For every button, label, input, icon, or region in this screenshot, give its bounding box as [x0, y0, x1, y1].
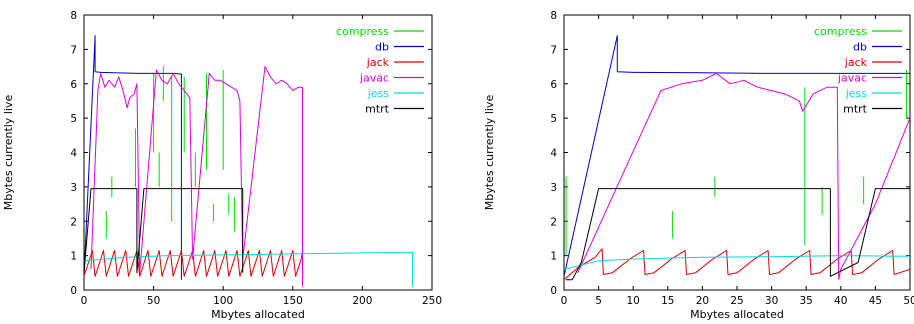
series-db-line [84, 35, 182, 280]
x-tick-label: 45 [869, 295, 882, 307]
y-tick-label: 2 [550, 216, 557, 228]
x-axis-label: Mbytes allocated [211, 308, 305, 321]
x-axis-label: Mbytes allocated [690, 308, 784, 321]
y-axis-label: Mbytes currently live [2, 95, 15, 211]
series-jess-line [564, 255, 910, 270]
x-tick-label: 10 [627, 295, 640, 307]
y-tick-label: 7 [550, 44, 557, 56]
series-javac-line [577, 72, 910, 281]
x-tick-label: 250 [422, 295, 442, 307]
legend-label: jack [844, 56, 868, 69]
series-mtrt-line [84, 188, 244, 274]
y-tick-label: 5 [70, 113, 77, 125]
legend-label: mtrt [365, 103, 390, 116]
y-tick-label: 1 [550, 251, 557, 263]
x-tick-label: 30 [765, 295, 778, 307]
legend-label: db [853, 41, 867, 54]
y-tick-label: 7 [70, 44, 77, 56]
y-tick-label: 1 [70, 251, 77, 263]
y-tick-label: 4 [70, 148, 77, 160]
y-tick-label: 6 [70, 79, 77, 91]
y-tick-label: 0 [550, 285, 557, 297]
x-tick-label: 0 [81, 295, 88, 307]
x-tick-label: 20 [696, 295, 709, 307]
legend-label: mtrt [843, 103, 868, 116]
series-javac-line [90, 66, 303, 287]
x-tick-label: 15 [661, 295, 674, 307]
x-tick-label: 0 [561, 295, 568, 307]
y-tick-label: 5 [550, 113, 557, 125]
y-tick-label: 0 [70, 285, 77, 297]
y-axis-label: Mbytes currently live [483, 95, 496, 211]
y-tick-label: 8 [550, 10, 557, 22]
legend-label: jack [366, 56, 390, 69]
series-jack-line [84, 250, 303, 284]
legend-label: jess [845, 87, 868, 100]
y-tick-label: 8 [70, 10, 77, 22]
series-jess-line [84, 251, 413, 287]
x-tick-label: 50 [147, 295, 160, 307]
x-tick-label: 150 [283, 295, 303, 307]
y-tick-label: 6 [550, 79, 557, 91]
y-tick-label: 4 [550, 148, 557, 160]
legend-label: db [375, 41, 389, 54]
x-tick-label: 35 [800, 295, 813, 307]
y-tick-label: 2 [70, 216, 77, 228]
x-tick-label: 25 [730, 295, 743, 307]
x-tick-label: 100 [213, 295, 233, 307]
legend-label: compress [336, 25, 389, 38]
legend-label: jess [367, 87, 390, 100]
y-tick-label: 3 [550, 182, 557, 194]
y-tick-label: 3 [70, 182, 77, 194]
series-mtrt-line [566, 188, 910, 281]
series-group [84, 35, 413, 287]
series-db-line [564, 35, 910, 277]
x-tick-label: 40 [834, 295, 847, 307]
x-tick-label: 200 [352, 295, 372, 307]
legend-label: javac [837, 72, 867, 85]
chart-left: 0 1 2 3 4 5 6 7 8 0 50 100 150 200 250 Mbytes allocated… [2, 10, 442, 321]
legend-label: compress [814, 25, 867, 38]
series-jack-line [564, 248, 910, 281]
x-tick-label: 50 [903, 295, 914, 307]
series-group [564, 35, 910, 281]
legend-label: javac [359, 72, 389, 85]
x-tick-label: 5 [595, 295, 602, 307]
